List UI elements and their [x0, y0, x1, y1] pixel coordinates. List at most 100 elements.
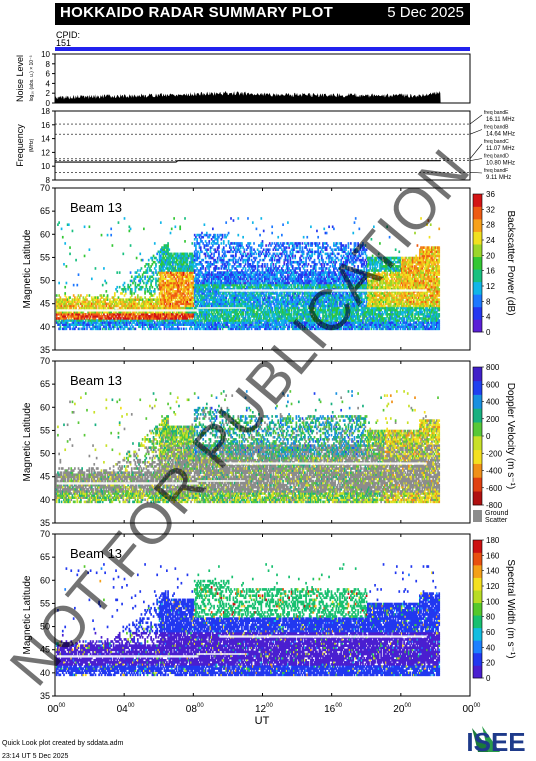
- power-cell: [223, 246, 225, 249]
- power-cell: [265, 244, 267, 247]
- power-cell: [103, 267, 105, 270]
- power-cell: [144, 275, 146, 278]
- power-cell: [229, 263, 231, 266]
- power-cell: [210, 234, 212, 237]
- power-cell: [223, 240, 225, 243]
- power-cell: [271, 232, 273, 235]
- power-cell: [204, 223, 206, 226]
- power-cell: [200, 246, 202, 249]
- noise-ytick-label: 8: [46, 60, 51, 69]
- power-cell: [171, 228, 173, 231]
- power-cell: [222, 234, 224, 237]
- power-cell: [130, 271, 132, 274]
- power-cell: [207, 248, 209, 251]
- power-cell: [78, 273, 80, 276]
- power-cell: [256, 257, 258, 260]
- power-cell: [69, 253, 71, 256]
- power-cell: [241, 242, 243, 245]
- power-cell: [116, 286, 118, 289]
- frequency-ytick-label: 18: [41, 107, 50, 116]
- power-cell: [242, 236, 244, 239]
- power-cell: [287, 221, 289, 224]
- noise-ylabel: Noise Level: [15, 55, 25, 102]
- power-cell: [240, 250, 242, 253]
- power-cell: [224, 250, 226, 253]
- frequency-ytick-label: 16: [41, 121, 50, 130]
- power-cell: [218, 244, 220, 247]
- power-cell: [225, 221, 227, 224]
- power-cell: [101, 234, 103, 237]
- power-cell: [139, 253, 141, 256]
- power-cell: [218, 267, 220, 270]
- power-cell: [271, 225, 273, 228]
- power-cell: [228, 240, 230, 243]
- frequency-band-value: 14.64 MHz: [486, 132, 515, 138]
- power-cell: [262, 263, 264, 266]
- power-cell: [240, 263, 242, 266]
- noise-ytick-label: 4: [46, 79, 51, 88]
- power-cell: [258, 265, 260, 268]
- power-cell: [271, 307, 273, 310]
- power-cell: [143, 228, 145, 231]
- noise-ytick-label: 6: [46, 70, 51, 79]
- power-cell: [125, 288, 127, 291]
- power-cell: [72, 230, 74, 233]
- noise-ytick-label: 10: [41, 50, 50, 59]
- frequency-band-value: 10.80 MHz: [486, 161, 515, 167]
- power-cell: [154, 288, 156, 291]
- power-cell: [153, 271, 155, 274]
- power-cell: [259, 234, 261, 237]
- power-cell: [263, 230, 265, 233]
- power-cell: [84, 255, 86, 258]
- power-cell: [86, 294, 88, 297]
- power-cell: [256, 253, 258, 256]
- power-cell: [263, 248, 265, 251]
- power-cell: [286, 246, 288, 249]
- power-cell: [110, 234, 112, 237]
- power-cell: [116, 290, 118, 293]
- power-cell: [269, 253, 271, 256]
- power-cell: [79, 328, 81, 331]
- power-cell: [178, 328, 180, 331]
- power-cell: [91, 278, 93, 281]
- power-cell: [282, 223, 284, 226]
- power-cell: [142, 286, 144, 289]
- power-cell: [66, 282, 68, 285]
- power-cell: [277, 236, 279, 239]
- frequency-band-label: freq bandC: [484, 139, 509, 145]
- power-cell: [233, 219, 235, 222]
- power-cell: [155, 263, 157, 266]
- power-cell: [116, 271, 118, 274]
- frequency-band-leader: [470, 130, 482, 135]
- power-cell: [286, 250, 288, 253]
- power-cell: [254, 265, 256, 268]
- power-cell: [160, 328, 162, 331]
- power-cell: [64, 286, 66, 289]
- power-cell: [112, 244, 114, 247]
- power-cell: [148, 263, 150, 266]
- power-cell: [269, 248, 271, 251]
- power-cell: [64, 242, 66, 245]
- power-cell: [218, 250, 220, 253]
- power-cell: [63, 263, 65, 266]
- power-cell: [62, 236, 64, 239]
- power-cell: [181, 328, 183, 331]
- power-cell: [102, 284, 104, 287]
- frequency-band-label: freq bandD: [484, 154, 509, 160]
- frequency-band-label: freq bandB: [484, 125, 509, 131]
- power-cell: [264, 263, 266, 266]
- frequency-band-label: freq bandF: [484, 168, 508, 174]
- power-cell: [89, 248, 91, 251]
- power-cell: [202, 265, 204, 268]
- power-cell: [228, 232, 230, 235]
- power-cell: [183, 328, 185, 331]
- power-cell: [136, 257, 138, 260]
- power-cell: [259, 259, 261, 262]
- power-cell: [184, 240, 186, 243]
- power-cell: [142, 259, 144, 262]
- power-cell: [294, 255, 296, 258]
- frequency-band-value: 9.11 MHz: [486, 175, 511, 181]
- power-cell: [237, 234, 239, 237]
- frequency-ytick-label: 14: [41, 135, 50, 144]
- power-cell: [250, 242, 252, 245]
